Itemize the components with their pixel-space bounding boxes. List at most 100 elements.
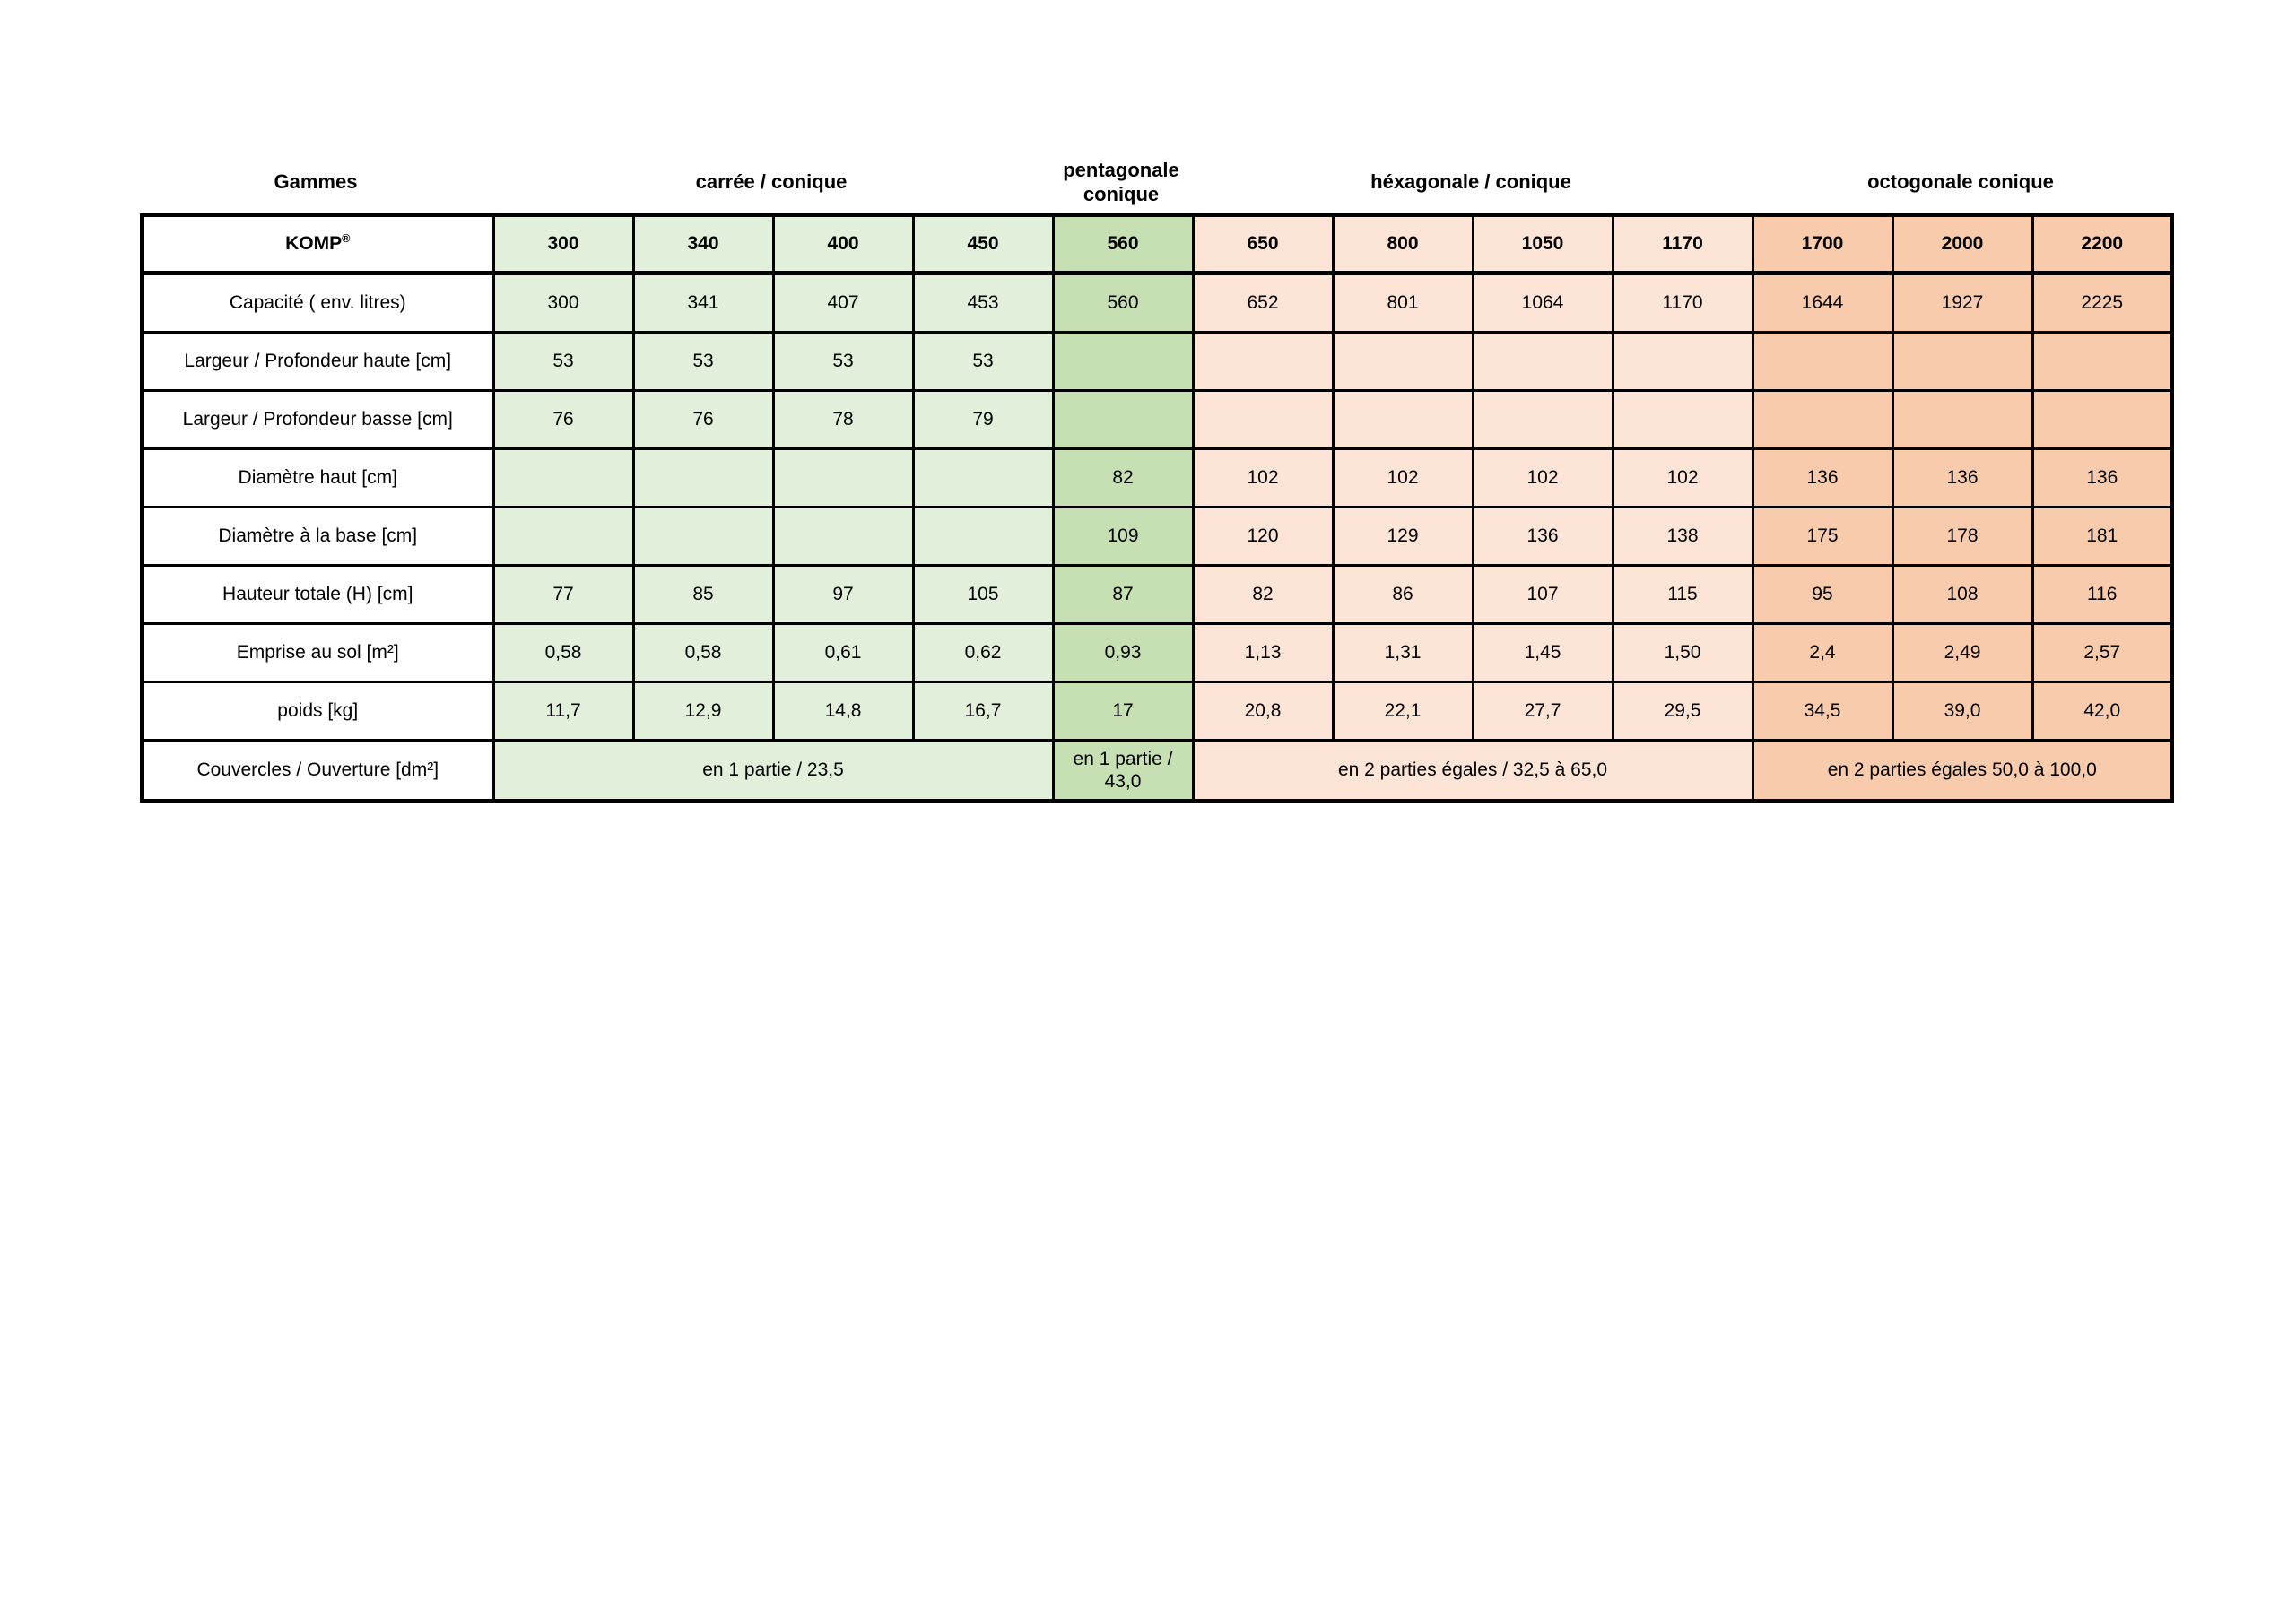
data-cell: 136: [1751, 447, 1894, 508]
lids-cell: en 1 partie / 43,0: [1051, 739, 1195, 803]
data-cell: 1170: [1611, 272, 1754, 334]
data-cell: 105: [911, 564, 1055, 625]
data-cell: [491, 447, 635, 508]
data-cell: 22,1: [1331, 681, 1474, 742]
data-cell: 2,57: [2031, 622, 2174, 683]
data-cell: 76: [491, 389, 635, 450]
data-cell: 79: [911, 389, 1055, 450]
data-cell: 407: [771, 272, 915, 334]
table-row: Emprise au sol [m²] 0,58 0,58 0,61 0,62 0,93 1…: [140, 622, 2174, 683]
data-cell: 42,0: [2031, 681, 2174, 742]
data-cell: 87: [1051, 564, 1195, 625]
data-cell: [1051, 331, 1195, 392]
row-label: Couvercles / Ouverture [dm²]: [140, 739, 495, 803]
data-cell: 341: [631, 272, 775, 334]
data-cell: 34,5: [1751, 681, 1894, 742]
table-row: poids [kg] 11,7 12,9 14,8 16,7 17 20,8 22,1 27,7…: [140, 681, 2174, 742]
data-cell: 53: [631, 331, 775, 392]
data-cell: 29,5: [1611, 681, 1754, 742]
data-cell: 1644: [1751, 272, 1894, 334]
brand-name: KOMP: [285, 233, 343, 255]
column-header: 560: [1051, 213, 1195, 275]
data-cell: 652: [1191, 272, 1335, 334]
data-cell: [1471, 389, 1614, 450]
data-cell: 107: [1471, 564, 1614, 625]
data-cell: 2,4: [1751, 622, 1894, 683]
data-cell: 53: [911, 331, 1055, 392]
row-label: Emprise au sol [m²]: [140, 622, 495, 683]
column-header: 400: [771, 213, 915, 275]
lids-cell: en 1 partie / 23,5: [491, 739, 1055, 803]
data-cell: [1331, 331, 1474, 392]
column-header: 340: [631, 213, 775, 275]
table-row: Hauteur totale (H) [cm] 77 85 97 105 87 82 86 10…: [140, 564, 2174, 625]
data-cell: 1,13: [1191, 622, 1335, 683]
data-cell: 39,0: [1891, 681, 2034, 742]
data-cell: [1191, 331, 1335, 392]
data-cell: 2,49: [1891, 622, 2034, 683]
data-cell: 109: [1051, 506, 1195, 567]
data-cell: [631, 447, 775, 508]
column-header: 1050: [1471, 213, 1614, 275]
data-cell: 453: [911, 272, 1055, 334]
data-cell: 0,58: [631, 622, 775, 683]
lids-row: Couvercles / Ouverture [dm²] en 1 partie …: [140, 739, 2174, 803]
group-header-gammes: Gammes: [274, 170, 358, 194]
data-cell: [1751, 331, 1894, 392]
data-cell: 138: [1611, 506, 1754, 567]
data-cell: 27,7: [1471, 681, 1614, 742]
komp-spec-sheet: Gammes carrée / conique pentagonale coniq…: [140, 152, 2174, 803]
table-row: Diamètre à la base [cm] 109 120 129 136 138 17…: [140, 506, 2174, 567]
data-cell: 178: [1891, 506, 2034, 567]
data-cell: 97: [771, 564, 915, 625]
group-header: pentagonale conique: [1063, 158, 1179, 206]
data-cell: [1891, 389, 2034, 450]
data-cell: 115: [1611, 564, 1754, 625]
size-header-row: KOMP® 300 340 400 450 560 650 800 1050 1170 1700 2…: [140, 213, 2174, 275]
data-cell: [1191, 389, 1335, 450]
brand-cell: KOMP®: [140, 213, 495, 275]
data-cell: 0,62: [911, 622, 1055, 683]
table-row: Largeur / Profondeur haute [cm] 53 53 53 53: [140, 331, 2174, 392]
row-label: poids [kg]: [140, 681, 495, 742]
data-cell: 17: [1051, 681, 1195, 742]
data-cell: 77: [491, 564, 635, 625]
data-cell: 82: [1191, 564, 1335, 625]
data-cell: 300: [491, 272, 635, 334]
column-header: 2200: [2031, 213, 2174, 275]
data-cell: [1751, 389, 1894, 450]
data-cell: 0,61: [771, 622, 915, 683]
data-cell: [1331, 389, 1474, 450]
data-cell: [771, 447, 915, 508]
data-cell: 1,45: [1471, 622, 1614, 683]
row-label: Largeur / Profondeur haute [cm]: [140, 331, 495, 392]
data-cell: 102: [1331, 447, 1474, 508]
data-cell: 136: [2031, 447, 2174, 508]
data-cell: [1891, 331, 2034, 392]
data-cell: [1471, 331, 1614, 392]
lids-cell: en 2 parties égales 50,0 à 100,0: [1751, 739, 2174, 803]
column-header: 650: [1191, 213, 1335, 275]
data-cell: 12,9: [631, 681, 775, 742]
data-cell: 1,50: [1611, 622, 1754, 683]
data-cell: 1064: [1471, 272, 1614, 334]
komp-table: KOMP® 300 340 400 450 560 650 800 1050 1170 1700 2…: [140, 213, 2174, 803]
data-cell: 1927: [1891, 272, 2034, 334]
data-cell: 136: [1891, 447, 2034, 508]
data-cell: 102: [1611, 447, 1754, 508]
data-cell: 1,31: [1331, 622, 1474, 683]
data-cell: 116: [2031, 564, 2174, 625]
column-header: 300: [491, 213, 635, 275]
data-cell: 801: [1331, 272, 1474, 334]
data-cell: 102: [1471, 447, 1614, 508]
data-cell: 14,8: [771, 681, 915, 742]
data-cell: 11,7: [491, 681, 635, 742]
data-cell: 53: [771, 331, 915, 392]
column-header: 450: [911, 213, 1055, 275]
column-header: 1700: [1751, 213, 1894, 275]
table-row: Diamètre haut [cm] 82 102 102 102 102 136 136 13…: [140, 447, 2174, 508]
row-label: Capacité ( env. litres): [140, 272, 495, 334]
row-label: Diamètre haut [cm]: [140, 447, 495, 508]
data-cell: [911, 447, 1055, 508]
